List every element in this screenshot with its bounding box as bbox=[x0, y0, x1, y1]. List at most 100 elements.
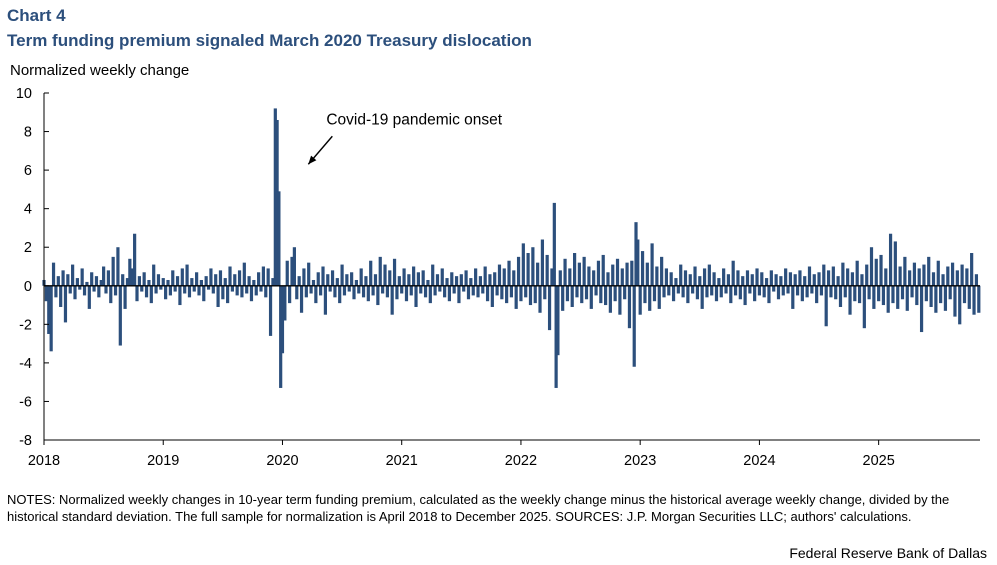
bar bbox=[469, 278, 473, 286]
bar bbox=[266, 268, 270, 286]
bar bbox=[779, 276, 783, 286]
bar bbox=[688, 274, 692, 286]
bar bbox=[582, 256, 586, 286]
bar bbox=[712, 272, 716, 286]
bar bbox=[931, 272, 936, 286]
bar bbox=[361, 285, 366, 298]
bar bbox=[485, 285, 490, 302]
bar bbox=[369, 260, 373, 286]
bar bbox=[521, 243, 525, 286]
bar bbox=[867, 285, 871, 300]
bar bbox=[195, 272, 199, 286]
bar bbox=[679, 264, 683, 286]
bar bbox=[927, 256, 931, 286]
bar bbox=[321, 266, 325, 286]
bar bbox=[888, 233, 893, 286]
bar bbox=[290, 256, 294, 286]
bar bbox=[657, 285, 661, 309]
bar bbox=[161, 278, 165, 286]
x-tick-label: 2024 bbox=[743, 453, 775, 469]
bar bbox=[533, 285, 537, 304]
bar bbox=[962, 285, 967, 304]
bar bbox=[645, 262, 649, 286]
bar bbox=[159, 285, 163, 290]
bar bbox=[815, 285, 819, 304]
bar bbox=[580, 285, 584, 304]
bar bbox=[893, 241, 897, 286]
bar bbox=[972, 285, 976, 315]
bar bbox=[946, 266, 950, 286]
bar bbox=[474, 268, 478, 286]
bar bbox=[311, 279, 316, 286]
bar bbox=[538, 285, 542, 313]
bar bbox=[416, 272, 420, 286]
bar bbox=[273, 108, 277, 286]
bar bbox=[943, 285, 948, 311]
bar bbox=[587, 266, 591, 286]
bar bbox=[584, 285, 589, 300]
bar bbox=[698, 276, 702, 286]
bar bbox=[664, 268, 669, 286]
bar bbox=[965, 268, 969, 286]
bar bbox=[61, 270, 65, 286]
bar bbox=[464, 270, 468, 286]
bar bbox=[347, 285, 351, 292]
bar bbox=[156, 274, 161, 286]
bar bbox=[755, 268, 759, 286]
bar bbox=[421, 270, 425, 286]
bar bbox=[869, 247, 874, 286]
bar bbox=[216, 285, 220, 307]
annotation-label: Covid-19 pandemic onset bbox=[326, 111, 502, 128]
bar bbox=[855, 260, 859, 286]
bar bbox=[623, 285, 627, 300]
annotation-arrowhead bbox=[308, 155, 317, 165]
bar bbox=[51, 262, 56, 286]
bar bbox=[271, 278, 275, 286]
bar bbox=[497, 264, 502, 286]
bar bbox=[450, 272, 454, 286]
bar bbox=[147, 279, 151, 286]
bar bbox=[643, 285, 647, 304]
y-tick-label: 6 bbox=[24, 163, 32, 179]
bar bbox=[953, 285, 957, 317]
bar bbox=[400, 285, 404, 294]
bar bbox=[106, 270, 110, 286]
bar bbox=[254, 285, 258, 296]
bar bbox=[812, 274, 816, 286]
bar bbox=[686, 285, 690, 304]
bar bbox=[948, 285, 952, 300]
bar bbox=[257, 272, 261, 286]
bar bbox=[435, 274, 440, 286]
bar bbox=[226, 285, 230, 304]
bar bbox=[977, 285, 981, 313]
bar bbox=[199, 279, 203, 286]
bar bbox=[342, 285, 347, 296]
bar bbox=[810, 285, 814, 294]
bar bbox=[793, 274, 797, 286]
y-tick-label: 8 bbox=[24, 125, 32, 141]
bar bbox=[71, 264, 75, 286]
bar bbox=[493, 272, 497, 286]
bar bbox=[247, 276, 251, 286]
bar bbox=[407, 274, 411, 286]
bar bbox=[594, 285, 598, 296]
bar bbox=[729, 285, 733, 304]
bar bbox=[268, 285, 273, 336]
bar bbox=[457, 285, 461, 304]
x-tick-label: 2023 bbox=[624, 453, 656, 469]
bar bbox=[500, 285, 504, 300]
bar bbox=[774, 274, 778, 286]
bar bbox=[443, 285, 447, 298]
chart-number: Chart 4 bbox=[7, 6, 66, 25]
y-tick-label: -2 bbox=[19, 317, 32, 333]
y-tick-label: -4 bbox=[19, 356, 32, 372]
bar bbox=[171, 270, 175, 286]
bar bbox=[702, 268, 707, 286]
bar bbox=[805, 285, 809, 298]
bar bbox=[831, 266, 835, 286]
bar bbox=[874, 258, 878, 286]
bar bbox=[865, 264, 869, 286]
bar bbox=[884, 268, 888, 286]
bar bbox=[340, 264, 344, 286]
